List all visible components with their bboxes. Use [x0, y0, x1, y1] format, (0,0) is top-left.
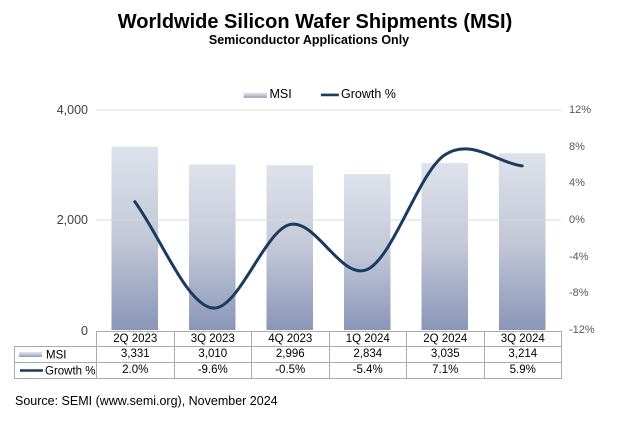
svg-text:Growth %: Growth % [45, 366, 96, 378]
svg-text:MSI: MSI [46, 350, 66, 362]
